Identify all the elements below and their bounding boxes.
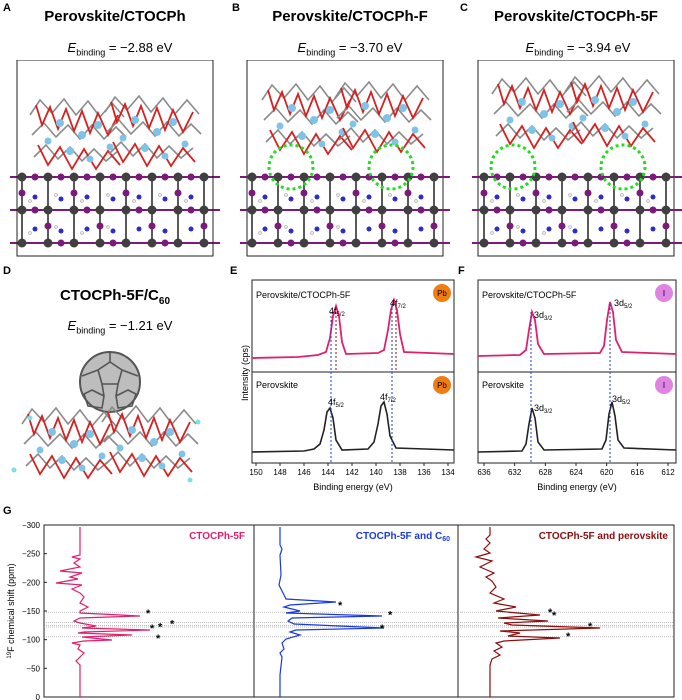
panel-b-binding: Ebinding = −3.70 eV bbox=[297, 40, 403, 58]
i-badge-top-label: I bbox=[663, 289, 665, 298]
xps-f-tick-label: 636 bbox=[477, 468, 491, 477]
nmr-ylabel: 19F chemical shift (ppm) bbox=[6, 563, 16, 658]
xps-f-tick-label: 620 bbox=[600, 468, 614, 477]
xps-f-bottom-label: Perovskite bbox=[482, 380, 524, 390]
nmr-ytick-label: −50 bbox=[26, 664, 40, 673]
panel-label-e: E bbox=[230, 265, 238, 277]
xps-e-tick-label: 150 bbox=[249, 468, 263, 477]
xps-e-tick-label: 144 bbox=[321, 468, 335, 477]
nmr-ytick-label: −150 bbox=[22, 607, 41, 616]
interaction-circle bbox=[489, 143, 537, 191]
xps-e-top-label: Perovskite/CTOCPh-5F bbox=[256, 290, 351, 300]
interaction-circle bbox=[267, 143, 315, 191]
xps-e-tick-label: 138 bbox=[393, 468, 407, 477]
nmr-series-1-label: CTOCPh-5F bbox=[189, 531, 245, 542]
nmr-peak-star: * bbox=[388, 609, 393, 621]
structure-b bbox=[239, 60, 451, 257]
panel-d-title: CTOCPh-5F/C60 bbox=[59, 287, 171, 307]
xps-f-tick-label: 624 bbox=[569, 468, 583, 477]
structure-a bbox=[9, 60, 221, 257]
nmr-ytick-label: 0 bbox=[36, 693, 41, 700]
interaction-circle bbox=[599, 143, 647, 191]
panel-label-c: C bbox=[460, 2, 468, 14]
panel-a-title: Perovskite/CTOCPh bbox=[44, 8, 186, 25]
xps-f-tick-label: 632 bbox=[508, 468, 522, 477]
xps-chart-e: Intensity (cps) Perovskite/CTOCPh-5F Per… bbox=[240, 279, 455, 492]
structure-c bbox=[471, 60, 682, 257]
xps-f-peak2-bot: 3d5/2 bbox=[612, 394, 631, 406]
xps-e-tick-label: 134 bbox=[441, 468, 455, 477]
xps-f-bottom-curve bbox=[477, 401, 677, 453]
nmr-series-3-curve bbox=[473, 527, 601, 697]
panel-label-d: D bbox=[3, 265, 11, 277]
nmr-peak-star: * bbox=[338, 600, 343, 612]
panel-c-binding: Ebinding = −3.94 eV bbox=[525, 40, 631, 58]
nmr-ytick-label: −250 bbox=[22, 550, 41, 559]
nmr-peak-star: * bbox=[156, 633, 161, 645]
nmr-peak-star: * bbox=[380, 623, 385, 635]
nmr-chart-g: −300 −250 −200 −150 −100 −50 0 19F chemical sh… bbox=[6, 521, 675, 700]
nmr-series-2-label: CTOCPh-5F and C60 bbox=[356, 531, 450, 543]
pb-badge-top-label: Pb bbox=[437, 289, 447, 298]
xps-e-top-curve bbox=[251, 296, 455, 359]
nmr-peak-star: * bbox=[588, 621, 593, 633]
nmr-series-3-label: CTOCPh-5F and perovskite bbox=[539, 531, 669, 542]
xps-e-tick-label: 148 bbox=[273, 468, 287, 477]
nmr-peak-star: * bbox=[566, 631, 571, 643]
xps-f-tick-label: 612 bbox=[661, 468, 675, 477]
panel-d-binding: Ebinding = −1.21 eV bbox=[67, 318, 173, 336]
xps-chart-f: Perovskite/CTOCPh-5F Perovskite I I 3d3/… bbox=[477, 279, 677, 492]
xps-f-top-label: Perovskite/CTOCPh-5F bbox=[482, 290, 577, 300]
nmr-peak-star: * bbox=[146, 608, 151, 620]
xps-f-peak1-top: 3d3/2 bbox=[534, 310, 553, 322]
pb-badge-bottom bbox=[433, 376, 451, 394]
i-badge-top bbox=[655, 284, 673, 302]
xps-e-peak2-top: 4f7/2 bbox=[390, 298, 407, 310]
panel-label-a: A bbox=[3, 2, 11, 14]
c60-fullerene bbox=[79, 351, 141, 413]
xps-e-peak2-bot: 4f7/2 bbox=[380, 392, 397, 404]
xps-e-ylabel: Intensity (cps) bbox=[240, 345, 250, 401]
structures-abc bbox=[9, 60, 682, 257]
pb-badge-top bbox=[433, 284, 451, 302]
nmr-peak-star: * bbox=[552, 610, 557, 622]
xps-e-peak1-bot: 4f5/2 bbox=[328, 397, 345, 409]
xps-f-peak2-top: 3d5/2 bbox=[614, 298, 633, 310]
xps-e-bottom-label: Perovskite bbox=[256, 380, 298, 390]
panel-b-title: Perovskite/CTOCPh-F bbox=[272, 8, 428, 25]
panel-label-f: F bbox=[458, 265, 465, 277]
nmr-peak-star: * bbox=[548, 607, 553, 619]
xps-f-peak1-bot: 3d3/2 bbox=[534, 403, 553, 415]
structure-d bbox=[11, 351, 201, 483]
interaction-circle bbox=[367, 143, 415, 191]
xps-e-peak1-top: 4f5/2 bbox=[329, 306, 346, 318]
i-badge-bottom-label: I bbox=[663, 381, 665, 390]
xps-f-xlabel: Binding energy (eV) bbox=[537, 482, 617, 492]
panel-label-g: G bbox=[3, 505, 12, 517]
nmr-peak-star: * bbox=[158, 621, 163, 633]
i-badge-bottom bbox=[655, 376, 673, 394]
nmr-series-2-curve bbox=[278, 527, 385, 697]
xps-f-tick-label: 616 bbox=[631, 468, 645, 477]
xps-e-bottom-curve bbox=[251, 400, 455, 453]
xps-e-tick-label: 146 bbox=[297, 468, 311, 477]
xps-e-tick-label: 140 bbox=[369, 468, 383, 477]
xps-f-tick-label: 628 bbox=[539, 468, 553, 477]
panel-label-b: B bbox=[232, 2, 240, 14]
nmr-ytick-label: −300 bbox=[22, 521, 41, 530]
panel-c-title: Perovskite/CTOCPh-5F bbox=[494, 8, 658, 25]
nmr-ytick-label: −200 bbox=[22, 578, 41, 587]
xps-e-tick-label: 136 bbox=[417, 468, 431, 477]
nmr-peak-star: * bbox=[150, 623, 155, 635]
panel-a-binding: Ebinding = −2.88 eV bbox=[67, 40, 173, 58]
pb-badge-bottom-label: Pb bbox=[437, 381, 447, 390]
nmr-peak-star: * bbox=[170, 618, 175, 630]
xps-e-xlabel: Binding energy (eV) bbox=[313, 482, 393, 492]
xps-e-tick-label: 142 bbox=[345, 468, 359, 477]
nmr-series-1-curve bbox=[55, 527, 151, 697]
xps-f-top-curve bbox=[477, 301, 677, 357]
nmr-ytick-label: −100 bbox=[22, 636, 41, 645]
